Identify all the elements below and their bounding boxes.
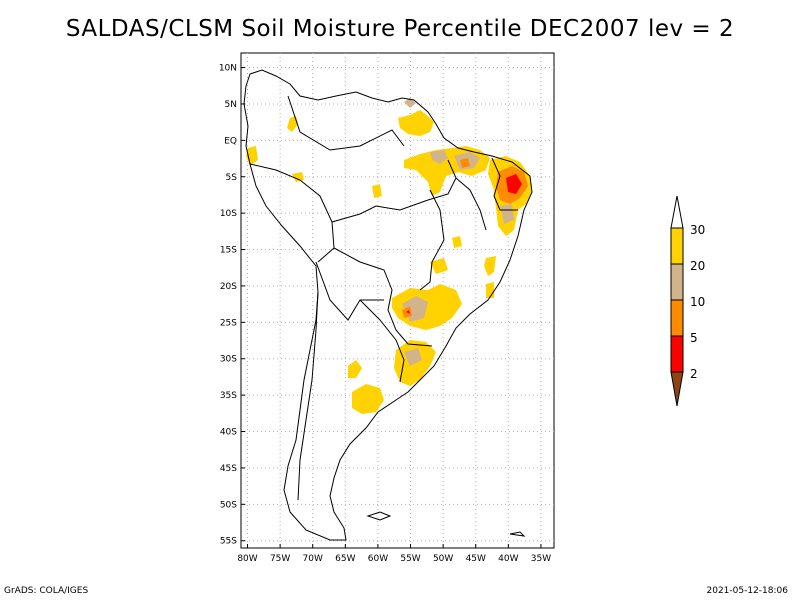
longitude-labels: 80W 75W 70W 65W 60W 55W 50W 45W 40W 35W [237, 544, 551, 564]
lon-tick-label: 60W [368, 554, 388, 564]
lon-tick-label: 55W [400, 554, 420, 564]
shade-patch [484, 256, 496, 276]
shade-patch [372, 184, 382, 198]
country-border [455, 177, 487, 231]
lat-tick-label: 50S [220, 500, 237, 510]
shade-patch [430, 150, 448, 164]
latitude-labels: 10N 5N EQ 5S 10S 15S 20S 25S 30S 35S 40S 45S 50S 55S [219, 64, 245, 547]
lat-tick-label: 55S [220, 537, 237, 547]
shade-patch [406, 310, 410, 314]
lon-tick-label: 40W [498, 554, 518, 564]
legend-20-30 [670, 227, 684, 265]
lat-tick-label: 40S [220, 428, 237, 438]
island [509, 531, 526, 537]
colorbar-legend: 30 20 10 5 2 [670, 195, 705, 407]
country-border [331, 159, 457, 223]
south-america-coast [243, 69, 533, 541]
footer-timestamp: 2021-05-12-18:06 [706, 586, 789, 596]
country-border [297, 291, 319, 501]
lat-tick-label: 10S [220, 209, 237, 219]
lat-tick-label: EQ [224, 136, 237, 146]
lat-tick-label: 30S [220, 355, 237, 365]
legend-below-2 [670, 371, 684, 407]
lon-tick-label: 35W [531, 554, 551, 564]
shade-patch [486, 282, 494, 298]
lat-tick-label: 15S [220, 246, 237, 256]
country-border [419, 189, 445, 291]
legend-label: 5 [690, 331, 698, 345]
lat-tick-label: 25S [220, 318, 237, 328]
legend-label: 10 [690, 295, 705, 309]
lat-tick-label: 45S [220, 464, 237, 474]
lat-tick-label: 5S [226, 173, 238, 183]
country-border [287, 95, 405, 151]
lat-tick-label: 10N [219, 64, 237, 74]
legend-label: 20 [690, 259, 705, 273]
legend-5-10 [670, 299, 684, 337]
lat-tick-label: 35S [220, 391, 237, 401]
lon-tick-label: 45W [466, 554, 486, 564]
country-border [491, 157, 518, 211]
island [366, 511, 392, 521]
lon-tick-label: 80W [237, 554, 257, 564]
country-border [333, 247, 433, 347]
lon-tick-label: 75W [270, 554, 290, 564]
country-border [359, 299, 405, 383]
shade-patch [348, 360, 362, 378]
lat-tick-label: 20S [220, 282, 237, 292]
shade-patch [500, 204, 514, 224]
shade-patch [352, 384, 384, 414]
legend-label: 30 [690, 223, 705, 237]
lon-tick-label: 70W [303, 554, 323, 564]
legend-label: 2 [690, 367, 698, 381]
shade-patch [404, 348, 422, 366]
legend-2-5 [670, 335, 684, 373]
shade-patch [287, 116, 298, 132]
legend-above-30 [670, 195, 684, 229]
coastlines [243, 69, 533, 541]
map-title: SALDAS/CLSM Soil Moisture Percentile DEC… [65, 16, 735, 42]
lon-tick-label: 65W [335, 554, 355, 564]
shade-patch [398, 110, 434, 136]
lat-tick-label: 5N [225, 100, 237, 110]
footer-credit: GrADS: COLA/IGES [4, 586, 89, 596]
percentile-shading [246, 98, 532, 414]
shade-patch [460, 158, 470, 168]
shade-patch [404, 98, 416, 108]
shade-patch [292, 172, 304, 182]
legend-10-20 [670, 263, 684, 301]
country-border [315, 261, 384, 321]
lon-tick-label: 50W [433, 554, 453, 564]
shade-patch [452, 236, 462, 248]
shade-patch [506, 174, 522, 194]
shade-patch [430, 258, 448, 274]
